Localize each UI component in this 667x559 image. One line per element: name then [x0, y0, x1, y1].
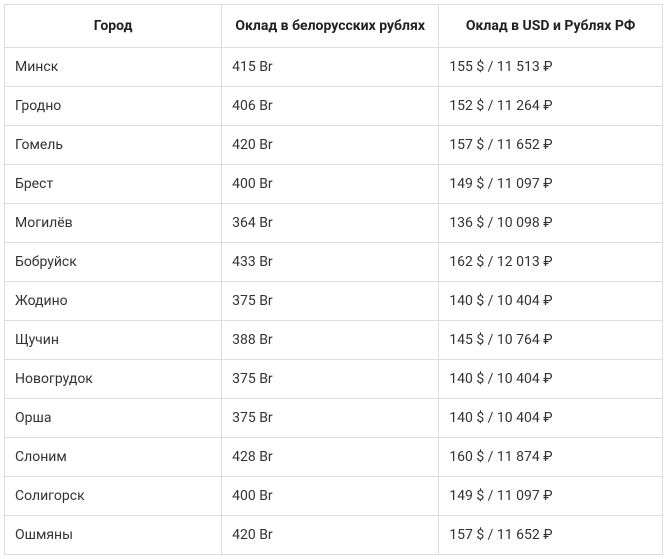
cell-city: Бобруйск [5, 243, 222, 282]
cell-byn: 400 Br [222, 165, 439, 204]
table-row: Гомель 420 Br 157 $ / 11 652 ₽ [5, 126, 663, 165]
cell-usd-rub: 140 $ / 10 404 ₽ [439, 360, 663, 399]
cell-city: Гомель [5, 126, 222, 165]
cell-city: Слоним [5, 438, 222, 477]
cell-usd-rub: 157 $ / 11 652 ₽ [439, 126, 663, 165]
cell-usd-rub: 136 $ / 10 098 ₽ [439, 204, 663, 243]
table-row: Солигорск 400 Br 149 $ / 11 097 ₽ [5, 477, 663, 516]
cell-byn: 375 Br [222, 282, 439, 321]
column-header-city: Город [5, 5, 222, 48]
cell-usd-rub: 162 $ / 12 013 ₽ [439, 243, 663, 282]
cell-city: Могилёв [5, 204, 222, 243]
cell-byn: 420 Br [222, 126, 439, 165]
cell-byn: 406 Br [222, 87, 439, 126]
table-row: Гродно 406 Br 152 $ / 11 264 ₽ [5, 87, 663, 126]
cell-usd-rub: 149 $ / 11 097 ₽ [439, 165, 663, 204]
cell-usd-rub: 152 $ / 11 264 ₽ [439, 87, 663, 126]
cell-city: Орша [5, 399, 222, 438]
table-row: Жодино 375 Br 140 $ / 10 404 ₽ [5, 282, 663, 321]
cell-city: Солигорск [5, 477, 222, 516]
cell-usd-rub: 145 $ / 10 764 ₽ [439, 321, 663, 360]
cell-city: Брест [5, 165, 222, 204]
cell-city: Щучин [5, 321, 222, 360]
cell-byn: 364 Br [222, 204, 439, 243]
table-row: Слоним 428 Br 160 $ / 11 874 ₽ [5, 438, 663, 477]
cell-usd-rub: 155 $ / 11 513 ₽ [439, 48, 663, 87]
cell-city: Новогрудок [5, 360, 222, 399]
cell-byn: 388 Br [222, 321, 439, 360]
cell-byn: 375 Br [222, 360, 439, 399]
table-row: Брест 400 Br 149 $ / 11 097 ₽ [5, 165, 663, 204]
cell-byn: 415 Br [222, 48, 439, 87]
cell-usd-rub: 149 $ / 11 097 ₽ [439, 477, 663, 516]
table-row: Новогрудок 375 Br 140 $ / 10 404 ₽ [5, 360, 663, 399]
cell-usd-rub: 140 $ / 10 404 ₽ [439, 399, 663, 438]
table-row: Орша 375 Br 140 $ / 10 404 ₽ [5, 399, 663, 438]
salary-table: Город Оклад в белорусских рублях Оклад в… [4, 4, 663, 555]
table-body: Минск 415 Br 155 $ / 11 513 ₽ Гродно 406… [5, 48, 663, 555]
table-row: Минск 415 Br 155 $ / 11 513 ₽ [5, 48, 663, 87]
table-row: Щучин 388 Br 145 $ / 10 764 ₽ [5, 321, 663, 360]
cell-usd-rub: 140 $ / 10 404 ₽ [439, 282, 663, 321]
table-row: Могилёв 364 Br 136 $ / 10 098 ₽ [5, 204, 663, 243]
column-header-byn: Оклад в белорусских рублях [222, 5, 439, 48]
column-header-usd-rub: Оклад в USD и Рублях РФ [439, 5, 663, 48]
cell-usd-rub: 160 $ / 11 874 ₽ [439, 438, 663, 477]
cell-byn: 433 Br [222, 243, 439, 282]
cell-city: Минск [5, 48, 222, 87]
cell-city: Гродно [5, 87, 222, 126]
cell-byn: 400 Br [222, 477, 439, 516]
cell-byn: 428 Br [222, 438, 439, 477]
table-row: Бобруйск 433 Br 162 $ / 12 013 ₽ [5, 243, 663, 282]
table-header: Город Оклад в белорусских рублях Оклад в… [5, 5, 663, 48]
cell-city: Жодино [5, 282, 222, 321]
cell-byn: 375 Br [222, 399, 439, 438]
